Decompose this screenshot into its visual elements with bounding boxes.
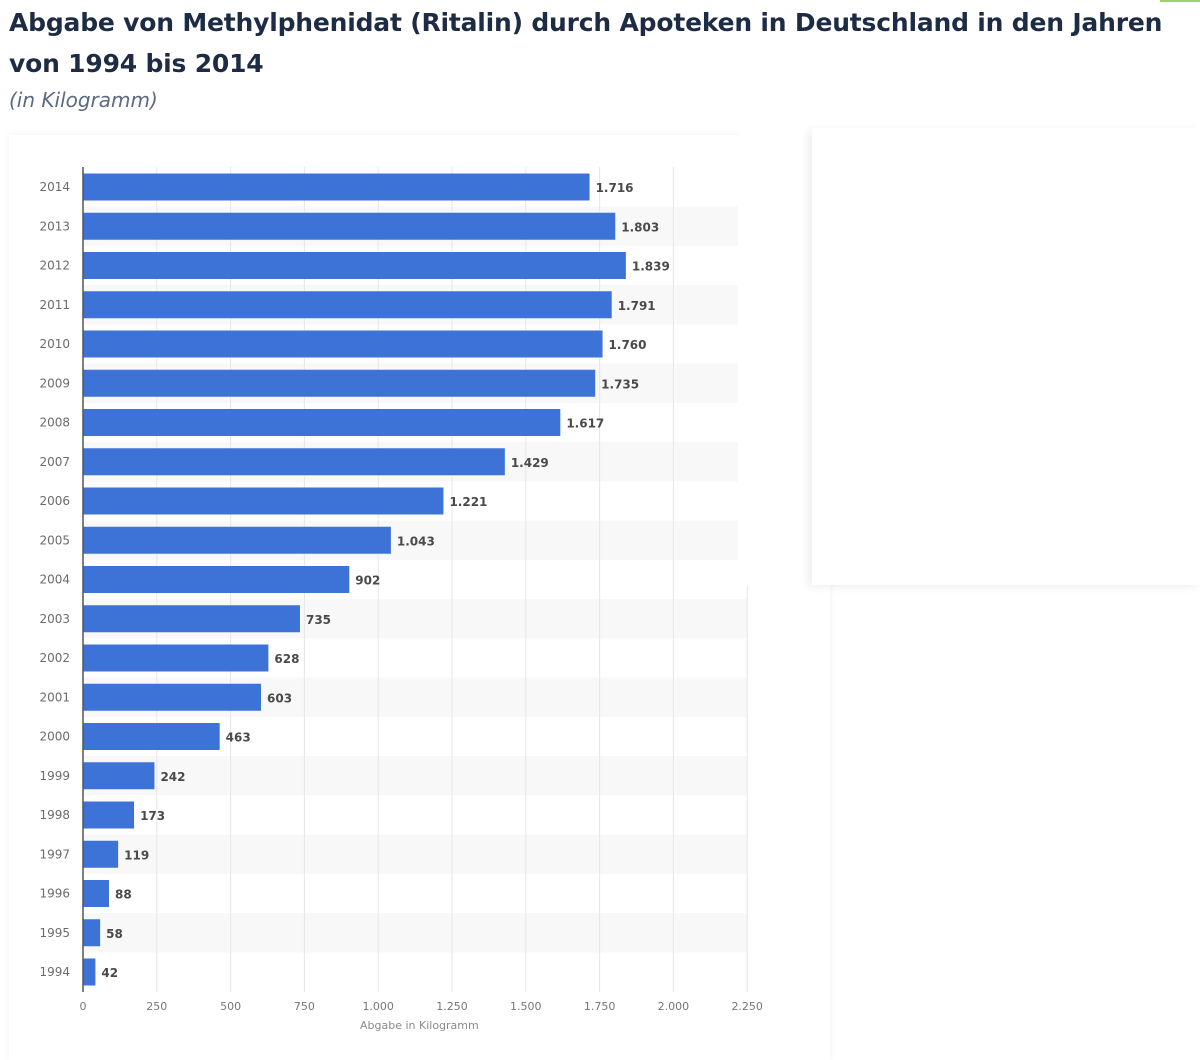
data-label: 1.760	[609, 338, 647, 352]
x-axis-ticks: 0 250 500 750 1.000 1.250 1.500 1.750 2.000 2.250	[80, 1000, 763, 1013]
data-label: 902	[355, 574, 380, 588]
bars	[83, 173, 626, 986]
category-label: 2014	[39, 180, 70, 194]
category-label: 1994	[39, 965, 70, 979]
bar	[83, 880, 109, 907]
x-tick-label: 2.000	[658, 1000, 690, 1013]
bar	[83, 487, 444, 515]
x-tick-label: 1.500	[510, 1000, 542, 1013]
category-label: 2013	[39, 219, 70, 233]
data-label: 735	[306, 613, 331, 627]
bar	[83, 644, 269, 672]
data-label: 58	[106, 927, 123, 941]
category-label: 2009	[39, 376, 70, 390]
data-labels: 1.716 1.803 1.839 1.791 1.760 1.735 1.617 1.429…	[101, 181, 669, 980]
category-labels: 2014 2013 2012 2011 2010 2009 2008 2007 2006 2005…	[39, 180, 70, 979]
category-label: 2000	[39, 730, 70, 744]
row-stripe	[83, 913, 747, 953]
category-label: 1995	[39, 926, 70, 940]
data-label: 1.791	[618, 299, 656, 313]
category-label: 1998	[39, 808, 70, 822]
bar	[83, 526, 391, 554]
chart-title: Abgabe von Methylphenidat (Ritalin) durc…	[9, 8, 1163, 78]
category-label: 2011	[39, 298, 70, 312]
data-label: 1.839	[632, 260, 670, 274]
data-label: 463	[226, 731, 251, 745]
bar	[83, 958, 96, 986]
data-label: 119	[124, 848, 149, 862]
bar	[83, 330, 603, 358]
category-label: 2006	[39, 494, 70, 508]
x-axis-title: Abgabe in Kilogramm	[360, 1019, 479, 1032]
category-label: 2001	[39, 690, 70, 704]
bar	[83, 409, 561, 436]
row-stripe	[83, 756, 747, 796]
data-label: 1.803	[621, 220, 659, 234]
data-label: 1.043	[397, 534, 435, 548]
category-label: 1997	[39, 847, 70, 861]
data-label: 242	[160, 770, 185, 784]
category-label: 2008	[39, 416, 70, 430]
bar	[83, 762, 155, 790]
category-label: 2005	[39, 533, 70, 547]
category-label: 2004	[39, 573, 70, 587]
x-tick-label: 1.000	[362, 1000, 394, 1013]
category-label: 2012	[39, 259, 70, 273]
bar	[83, 605, 300, 633]
data-label: 173	[140, 809, 165, 823]
chart-subtitle: (in Kilogramm)	[9, 88, 158, 112]
data-label: 628	[274, 652, 299, 666]
category-label: 2010	[39, 337, 70, 351]
x-tick-label: 750	[294, 1000, 315, 1013]
side-panel	[812, 128, 1200, 585]
accent-mark	[1160, 0, 1200, 2]
x-tick-label: 0	[80, 1000, 87, 1013]
category-label: 1996	[39, 887, 70, 901]
category-label: 2002	[39, 651, 70, 665]
bar	[83, 723, 220, 750]
x-tick-label: 500	[220, 1000, 241, 1013]
bar	[83, 212, 616, 240]
bar	[83, 252, 626, 279]
data-label: 1.429	[511, 456, 549, 470]
data-label: 1.221	[449, 495, 487, 509]
row-stripe	[83, 834, 747, 874]
bar	[83, 291, 612, 319]
x-tick-label: 250	[146, 1000, 167, 1013]
bar	[83, 566, 350, 593]
x-tick-label: 1.750	[584, 1000, 616, 1013]
data-label: 603	[267, 691, 292, 705]
category-label: 2007	[39, 455, 70, 469]
data-label: 1.716	[596, 181, 634, 195]
category-label: 2003	[39, 612, 70, 626]
data-label: 1.735	[601, 377, 639, 391]
bar	[83, 448, 505, 476]
bar	[83, 919, 101, 947]
data-label: 42	[101, 966, 118, 980]
overlay-gap	[738, 128, 812, 585]
bar	[83, 173, 590, 201]
category-label: 1999	[39, 769, 70, 783]
bar	[83, 683, 262, 711]
x-tick-label: 1.250	[436, 1000, 468, 1013]
bar	[83, 801, 135, 829]
x-tick-label: 2.250	[731, 1000, 763, 1013]
data-label: 88	[115, 888, 132, 902]
bar	[83, 840, 119, 868]
data-label: 1.617	[566, 417, 604, 431]
bar	[83, 369, 596, 397]
